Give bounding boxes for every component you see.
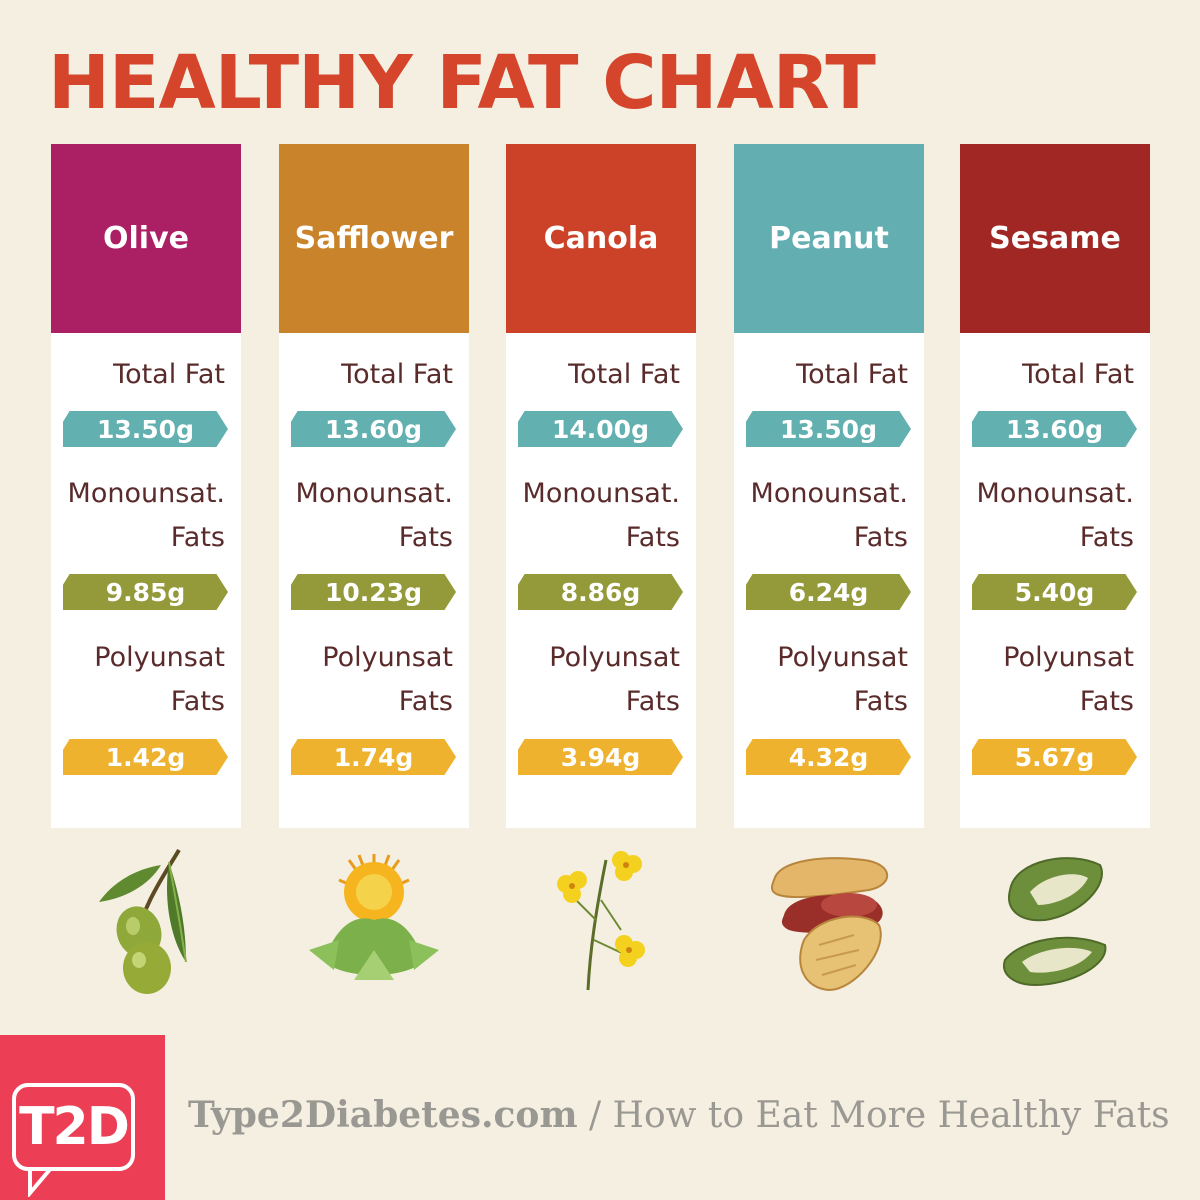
mono-fat-label-line2: Fats: [625, 522, 680, 553]
oil-name: Sesame: [989, 221, 1121, 256]
poly-fat-value: 4.32g: [746, 739, 911, 775]
poly-fat-label-line2: Fats: [853, 686, 908, 717]
mono-fat-value: 8.86g: [518, 574, 683, 610]
logo-speech-bubble: T2D: [12, 1083, 135, 1171]
olive-branch-icon: [99, 848, 187, 994]
oil-column-canola: Canola Total Fat 14.00g Monounsat. Fats …: [506, 144, 696, 828]
peanut-icon: [771, 857, 889, 992]
oil-body: Total Fat 14.00g Monounsat. Fats 8.86g P…: [506, 333, 696, 828]
speech-bubble-tail-icon: [28, 1167, 54, 1197]
mono-fat-value: 6.24g: [746, 574, 911, 610]
poly-fat-label-line1: Polyunsat: [1003, 642, 1134, 673]
oil-body: Total Fat 13.50g Monounsat. Fats 6.24g P…: [734, 333, 924, 828]
poly-fat-label-line1: Polyunsat: [777, 642, 908, 673]
total-fat-label: Total Fat: [341, 359, 453, 390]
poly-fat-value: 5.67g: [972, 739, 1137, 775]
oil-header: Canola: [506, 144, 696, 333]
poly-fat-label-line1: Polyunsat: [549, 642, 680, 673]
mono-fat-label-line1: Monounsat.: [295, 478, 453, 509]
total-fat-label: Total Fat: [796, 359, 908, 390]
mono-fat-label-line1: Monounsat.: [976, 478, 1134, 509]
oil-name: Peanut: [769, 221, 889, 256]
poly-fat-label-line2: Fats: [170, 686, 225, 717]
poly-fat-value: 3.94g: [518, 739, 683, 775]
mono-fat-label-line1: Monounsat.: [67, 478, 225, 509]
article-title: How to Eat More Healthy Fats: [612, 1095, 1170, 1136]
mono-fat-label-line1: Monounsat.: [522, 478, 680, 509]
total-fat-value: 13.50g: [63, 411, 228, 447]
poly-fat-label-line2: Fats: [625, 686, 680, 717]
total-fat-label: Total Fat: [1022, 359, 1134, 390]
oil-name: Safflower: [294, 221, 454, 256]
poly-fat-label-line2: Fats: [398, 686, 453, 717]
footer: Type2Diabetes.com / How to Eat More Heal…: [188, 1094, 1170, 1136]
site-link[interactable]: Type2Diabetes.com: [188, 1094, 578, 1136]
oil-column-olive: Olive Total Fat 13.50g Monounsat. Fats 9…: [51, 144, 241, 828]
mono-fat-label-line1: Monounsat.: [750, 478, 908, 509]
total-fat-label: Total Fat: [568, 359, 680, 390]
mono-fat-value: 9.85g: [63, 574, 228, 610]
total-fat-value: 13.50g: [746, 411, 911, 447]
poly-fat-label-line2: Fats: [1079, 686, 1134, 717]
poly-fat-label-line1: Polyunsat: [322, 642, 453, 673]
poly-fat-value: 1.42g: [63, 739, 228, 775]
mono-fat-label-line2: Fats: [1079, 522, 1134, 553]
sesame-pod-icon: [1003, 857, 1107, 987]
total-fat-value: 13.60g: [291, 411, 456, 447]
canola-flower-icon: [557, 851, 645, 991]
oil-name: Olive: [103, 221, 189, 256]
oil-body: Total Fat 13.60g Monounsat. Fats 10.23g …: [279, 333, 469, 828]
oil-header: Sesame: [960, 144, 1150, 333]
oil-body: Total Fat 13.60g Monounsat. Fats 5.40g P…: [960, 333, 1150, 828]
mono-fat-label-line2: Fats: [170, 522, 225, 553]
oil-name: Canola: [543, 221, 659, 256]
total-fat-label: Total Fat: [113, 359, 225, 390]
t2d-logo[interactable]: T2D: [0, 1035, 165, 1200]
oil-column-sesame: Sesame Total Fat 13.60g Monounsat. Fats …: [960, 144, 1150, 828]
logo-text: T2D: [19, 1097, 130, 1157]
oil-body: Total Fat 13.50g Monounsat. Fats 9.85g P…: [51, 333, 241, 828]
mono-fat-label-line2: Fats: [853, 522, 908, 553]
oil-column-safflower: Safflower Total Fat 13.60g Monounsat. Fa…: [279, 144, 469, 828]
oil-header: Safflower: [279, 144, 469, 333]
oil-header: Olive: [51, 144, 241, 333]
total-fat-value: 14.00g: [518, 411, 683, 447]
safflower-icon: [309, 854, 439, 980]
oil-column-peanut: Peanut Total Fat 13.50g Monounsat. Fats …: [734, 144, 924, 828]
mono-fat-label-line2: Fats: [398, 522, 453, 553]
total-fat-value: 13.60g: [972, 411, 1137, 447]
poly-fat-label-line1: Polyunsat: [94, 642, 225, 673]
poly-fat-value: 1.74g: [291, 739, 456, 775]
page-title: HEALTHY FAT CHART: [48, 40, 876, 126]
footer-separator: /: [577, 1095, 613, 1136]
oil-header: Peanut: [734, 144, 924, 333]
mono-fat-value: 5.40g: [972, 574, 1137, 610]
mono-fat-value: 10.23g: [291, 574, 456, 610]
